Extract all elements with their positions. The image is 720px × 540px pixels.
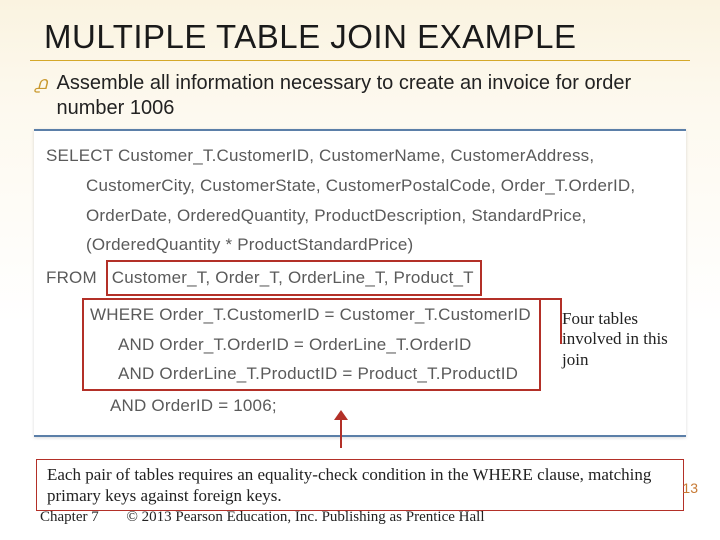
sql-block: SELECT Customer_T.CustomerID, CustomerNa… xyxy=(34,129,686,437)
title-underline xyxy=(30,60,690,61)
page-number: 13 xyxy=(682,480,698,496)
sql-select-line-3: OrderDate, OrderedQuantity, ProductDescr… xyxy=(46,201,674,231)
callout-four-tables: Four tables involved in this join xyxy=(562,309,668,370)
arrow-right-connector-vert xyxy=(560,298,562,344)
sql-where-line-1: WHERE Order_T.CustomerID = Customer_T.Cu… xyxy=(90,300,531,330)
footer-copyright: © 2013 Pearson Education, Inc. Publishin… xyxy=(126,509,484,525)
footer-chapter: Chapter 7 xyxy=(40,509,99,525)
from-tables-box: Customer_T, Order_T, OrderLine_T, Produc… xyxy=(106,260,482,296)
arrow-right-connector xyxy=(496,298,560,300)
slide-title: MULTIPLE TABLE JOIN EXAMPLE xyxy=(44,18,690,56)
arrow-up-connector xyxy=(340,418,342,448)
bullet-icon: ൧ xyxy=(34,73,46,94)
sql-select-line-1: SELECT Customer_T.CustomerID, CustomerNa… xyxy=(46,141,674,171)
arrow-up-head xyxy=(334,410,348,420)
sql-where-line-3: AND OrderLine_T.ProductID = Product_T.Pr… xyxy=(90,359,531,389)
slide-container: MULTIPLE TABLE JOIN EXAMPLE ൧ Assemble a… xyxy=(0,0,720,540)
sql-select-line-2: CustomerCity, CustomerState, CustomerPos… xyxy=(46,171,674,201)
sql-from-line: FROM Customer_T, Order_T, OrderLine_T, P… xyxy=(46,260,674,296)
from-keyword: FROM xyxy=(46,268,97,287)
bullet-row: ൧ Assemble all information necessary to … xyxy=(30,71,690,121)
bullet-text: Assemble all information necessary to cr… xyxy=(56,71,686,121)
sql-where-line-2: AND Order_T.OrderID = OrderLine_T.OrderI… xyxy=(90,330,531,360)
callout-equality-check: Each pair of tables requires an equality… xyxy=(36,459,684,512)
sql-last-line: AND OrderID = 1006; xyxy=(46,391,674,421)
where-conditions-box: WHERE Order_T.CustomerID = Customer_T.Cu… xyxy=(82,298,541,391)
sql-select-line-4: (OrderedQuantity * ProductStandardPrice) xyxy=(46,230,674,260)
footer: Chapter 7 © 2013 Pearson Education, Inc.… xyxy=(40,509,485,526)
